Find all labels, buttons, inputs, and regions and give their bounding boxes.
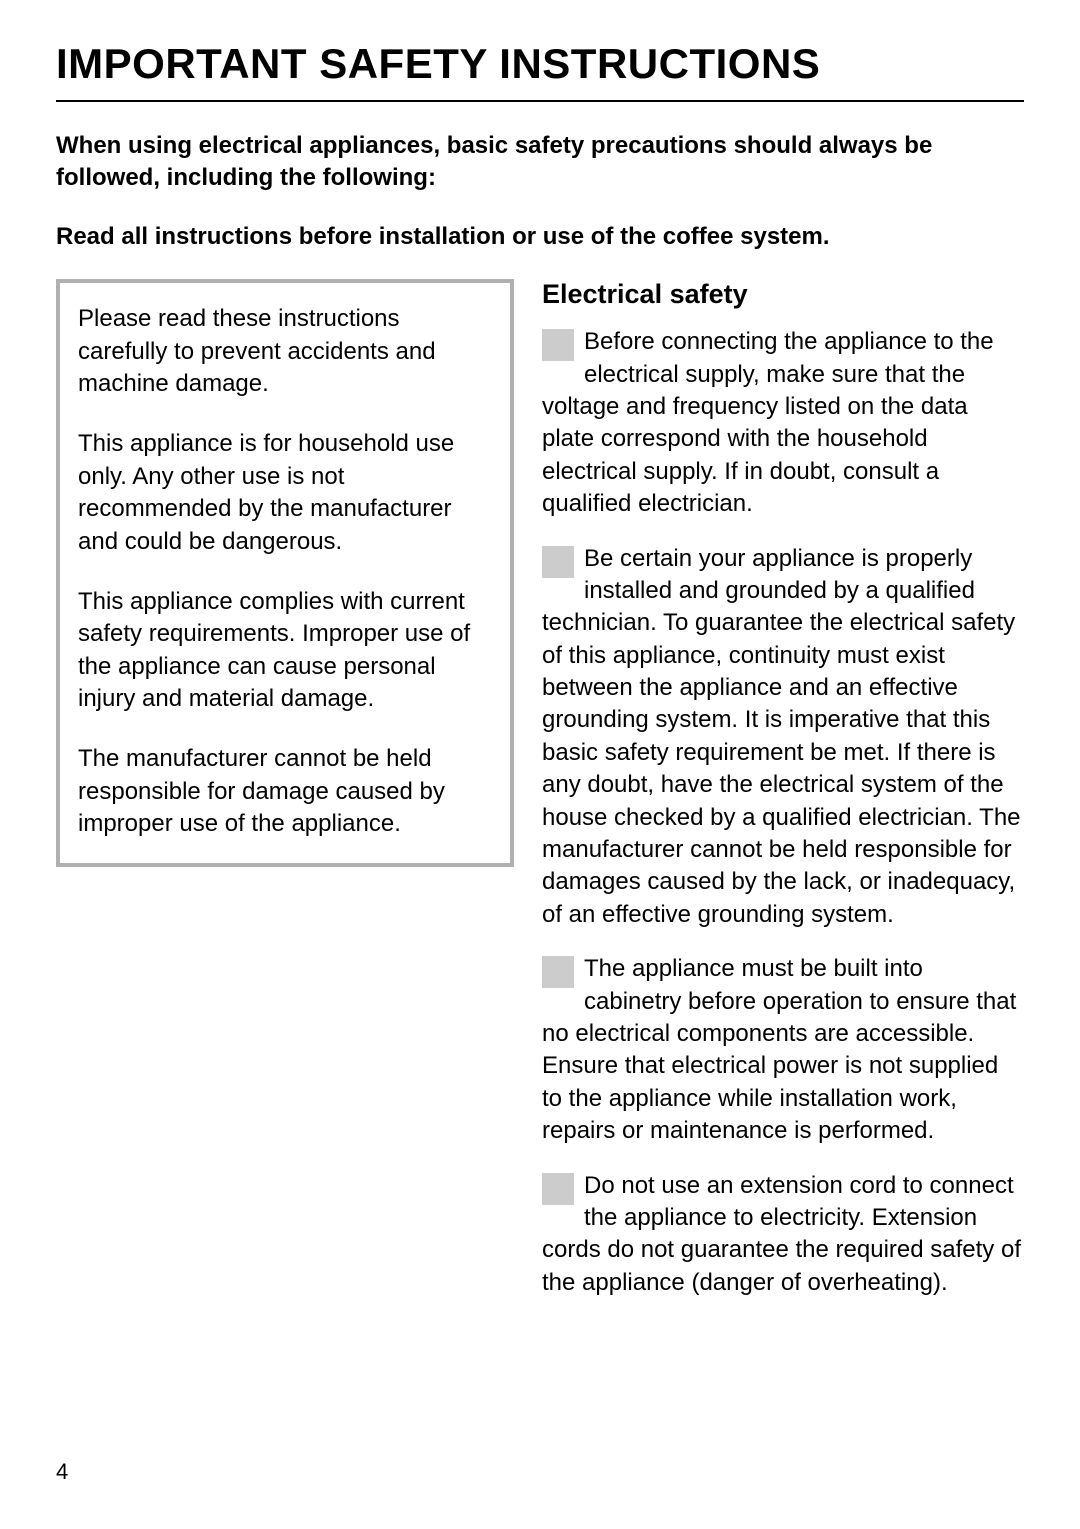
bullet-square-icon <box>542 1173 574 1205</box>
bullet-text: Do not use an extension cord to connect … <box>542 1172 1021 1296</box>
bullet-text: Be certain your appliance is properly in… <box>542 545 1021 928</box>
bullet-square-icon <box>542 329 574 361</box>
box-paragraph: Please read these instructions carefully… <box>78 303 492 400</box>
section-heading-electrical: Electrical safety <box>542 279 1024 310</box>
bullet-text: Before connecting the appliance to the e… <box>542 328 994 517</box>
page-title: IMPORTANT SAFETY INSTRUCTIONS <box>56 40 1024 102</box>
intro-paragraph-1: When using electrical appliances, basic … <box>56 130 1024 195</box>
warning-box: Please read these instructions carefully… <box>56 279 514 866</box>
bullet-item: The appliance must be built into cabinet… <box>542 953 1024 1147</box>
bullet-square-icon <box>542 956 574 988</box>
left-column: Please read these instructions carefully… <box>56 279 514 1321</box>
box-paragraph: This appliance complies with current saf… <box>78 586 492 716</box>
box-paragraph: The manufacturer cannot be held responsi… <box>78 743 492 840</box>
bullet-item: Do not use an extension cord to connect … <box>542 1170 1024 1300</box>
bullet-text: The appliance must be built into cabinet… <box>542 955 1016 1144</box>
right-column: Electrical safety Before connecting the … <box>542 279 1024 1321</box>
box-paragraph: This appliance is for household use only… <box>78 428 492 558</box>
content-columns: Please read these instructions carefully… <box>56 279 1024 1321</box>
intro-paragraph-2: Read all instructions before installatio… <box>56 221 1024 253</box>
bullet-square-icon <box>542 546 574 578</box>
bullet-item: Be certain your appliance is properly in… <box>542 543 1024 932</box>
page-number: 4 <box>56 1459 68 1485</box>
bullet-item: Before connecting the appliance to the e… <box>542 326 1024 520</box>
